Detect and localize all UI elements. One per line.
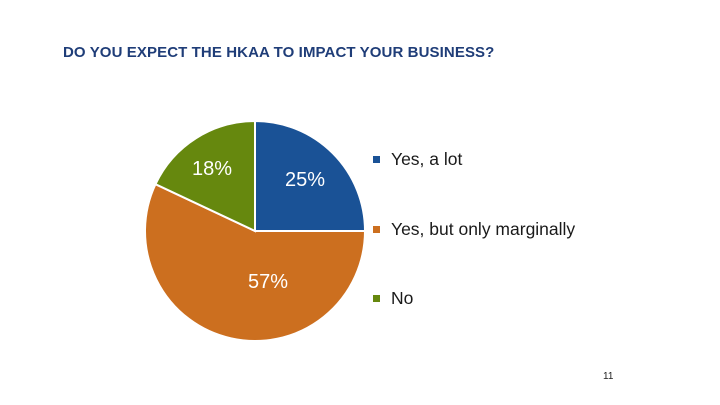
pie-slice-yes-a-lot	[254, 119, 367, 232]
legend-item-yes-but-only-marginally: Yes, but only marginally	[373, 219, 575, 240]
pie-slice-label: 25%	[285, 169, 325, 191]
legend-label: Yes, a lot	[391, 149, 463, 169]
legend-swatch	[373, 226, 380, 233]
pie-slice-label: 57%	[248, 271, 288, 293]
legend-item-no: No	[373, 288, 413, 309]
legend-label: Yes, but only marginally	[391, 219, 576, 239]
pie-slice-no	[154, 119, 256, 233]
legend-swatch	[373, 295, 380, 302]
pie-slice-label: 18%	[192, 158, 232, 180]
legend-item-yes-a-lot: Yes, a lot	[373, 149, 462, 170]
legend-swatch	[373, 156, 380, 163]
chart-title: DO YOU EXPECT THE HKAA TO IMPACT YOUR BU…	[63, 44, 495, 61]
page-number: 11	[603, 371, 614, 382]
legend-label: No	[391, 288, 414, 308]
pie-slice-yes-but-only-marginally	[144, 182, 367, 342]
